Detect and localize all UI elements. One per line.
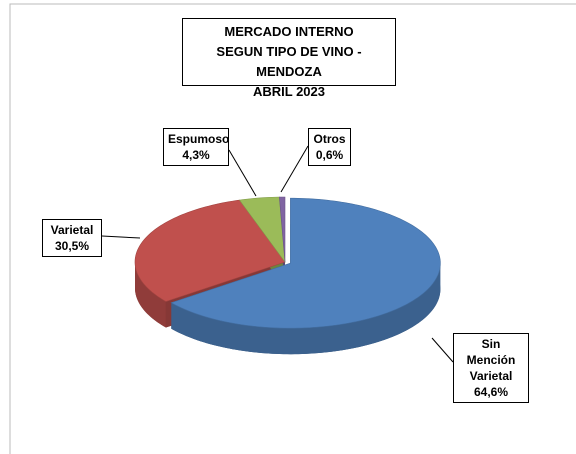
slice xyxy=(170,197,441,329)
slice xyxy=(279,196,286,263)
title-line: MERCADO INTERNO xyxy=(224,24,354,39)
leader-line xyxy=(431,337,454,363)
data-label: Espumoso 4,3% xyxy=(163,128,229,166)
leader-line xyxy=(228,149,257,197)
title-line: SEGUN TIPO DE VINO - MENDOZA xyxy=(216,44,362,79)
title-line: ABRIL 2023 xyxy=(252,84,325,99)
data-label: Sin Mención Varietal 64,6% xyxy=(453,333,529,403)
leader-line xyxy=(101,235,141,239)
slice xyxy=(134,199,286,302)
slice-side xyxy=(171,263,441,355)
slice xyxy=(238,196,286,264)
data-label: Varietal 30,5% xyxy=(42,219,102,257)
label-value: 4,3% xyxy=(182,148,210,162)
label-category: Otros xyxy=(313,132,346,146)
label-category: Espumoso xyxy=(168,132,230,146)
chart-title: MERCADO INTERNO SEGUN TIPO DE VINO - MEND… xyxy=(182,18,396,99)
label-value: 64,6% xyxy=(473,385,509,399)
leader-line xyxy=(280,145,309,193)
label-value: 30,5% xyxy=(54,239,90,253)
data-label: Otros 0,6% xyxy=(308,128,351,166)
label-category: Sin Mención Varietal xyxy=(466,337,516,383)
chart-frame xyxy=(9,3,576,454)
label-value: 0,6% xyxy=(315,148,344,162)
label-category: Varietal xyxy=(50,223,94,237)
slice-side xyxy=(135,262,166,328)
